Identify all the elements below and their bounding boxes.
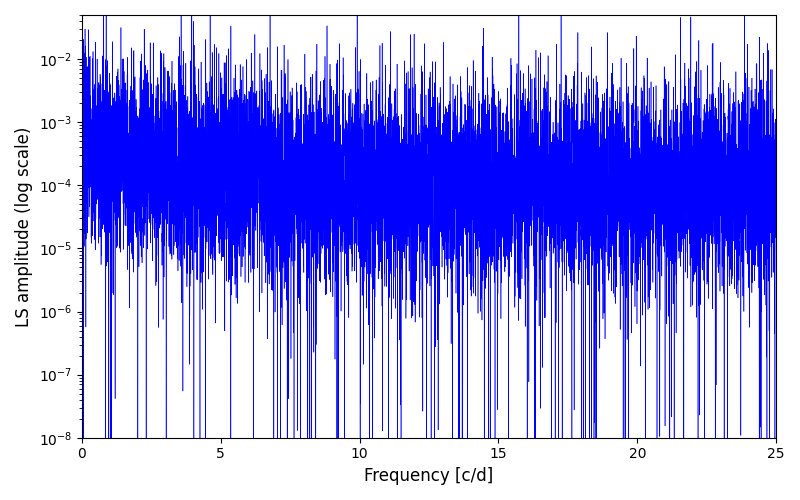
- Y-axis label: LS amplitude (log scale): LS amplitude (log scale): [15, 126, 33, 326]
- X-axis label: Frequency [c/d]: Frequency [c/d]: [364, 467, 494, 485]
